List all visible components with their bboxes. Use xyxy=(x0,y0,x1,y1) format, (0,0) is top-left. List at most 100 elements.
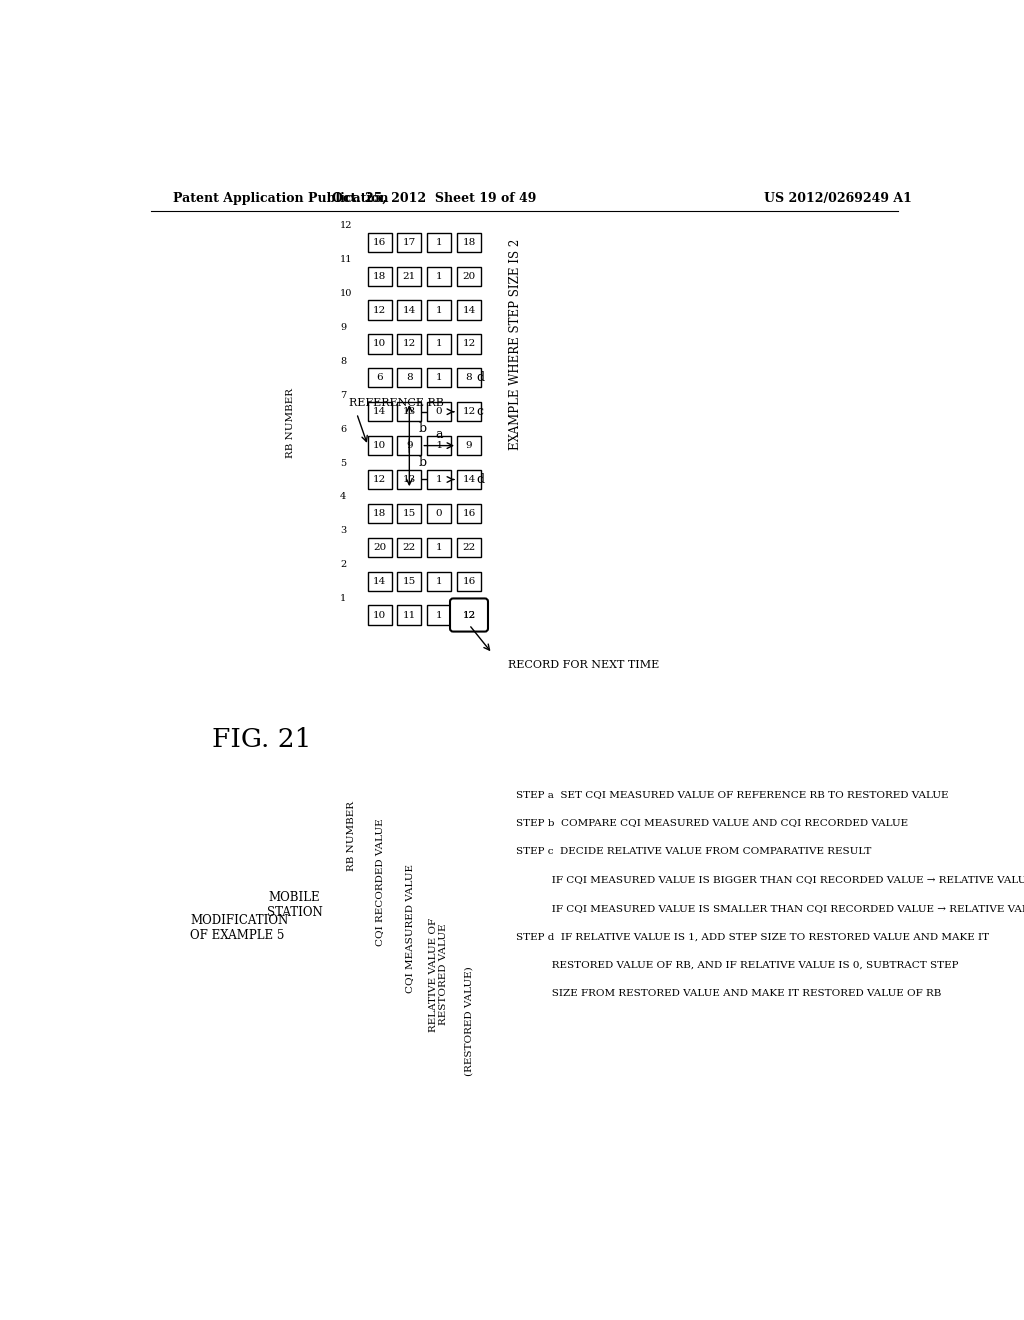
Bar xyxy=(397,504,421,523)
Text: 12: 12 xyxy=(463,339,475,348)
Text: 12: 12 xyxy=(463,408,475,416)
Bar xyxy=(368,436,392,455)
Text: 13: 13 xyxy=(402,408,416,416)
Text: 18: 18 xyxy=(374,272,386,281)
Bar xyxy=(427,606,451,624)
Bar xyxy=(427,334,451,354)
Text: SIZE FROM RESTORED VALUE AND MAKE IT RESTORED VALUE OF RB: SIZE FROM RESTORED VALUE AND MAKE IT RES… xyxy=(515,989,941,998)
Text: EXAMPLE WHERE STEP SIZE IS 2: EXAMPLE WHERE STEP SIZE IS 2 xyxy=(509,239,522,450)
Text: 20: 20 xyxy=(463,272,475,281)
Bar xyxy=(457,334,481,354)
Bar xyxy=(368,537,392,557)
Text: 1: 1 xyxy=(435,577,442,586)
Bar xyxy=(368,572,392,591)
Text: b: b xyxy=(419,455,427,469)
Bar xyxy=(427,436,451,455)
Text: STEP d  IF RELATIVE VALUE IS 1, ADD STEP SIZE TO RESTORED VALUE AND MAKE IT: STEP d IF RELATIVE VALUE IS 1, ADD STEP … xyxy=(515,932,988,941)
Text: 12: 12 xyxy=(402,339,416,348)
Bar xyxy=(368,232,392,252)
Text: 16: 16 xyxy=(463,577,475,586)
Bar xyxy=(457,301,481,319)
Text: 4: 4 xyxy=(340,492,346,502)
Text: 16: 16 xyxy=(463,510,475,517)
Text: -1: -1 xyxy=(434,441,443,450)
Text: 6: 6 xyxy=(377,374,383,383)
Bar xyxy=(457,504,481,523)
Text: 21: 21 xyxy=(402,272,416,281)
Text: STEP a  SET CQI MEASURED VALUE OF REFERENCE RB TO RESTORED VALUE: STEP a SET CQI MEASURED VALUE OF REFEREN… xyxy=(515,789,948,799)
Text: 10: 10 xyxy=(374,441,386,450)
Text: 1: 1 xyxy=(340,594,346,603)
Bar xyxy=(397,537,421,557)
Text: RECORD FOR NEXT TIME: RECORD FOR NEXT TIME xyxy=(508,660,659,671)
Text: Oct. 25, 2012  Sheet 19 of 49: Oct. 25, 2012 Sheet 19 of 49 xyxy=(332,191,537,205)
Text: 12: 12 xyxy=(463,611,475,619)
Bar xyxy=(368,606,392,624)
Bar xyxy=(397,606,421,624)
Bar xyxy=(397,470,421,490)
Text: RESTORED VALUE OF RB, AND IF RELATIVE VALUE IS 0, SUBTRACT STEP: RESTORED VALUE OF RB, AND IF RELATIVE VA… xyxy=(515,961,958,970)
Text: 10: 10 xyxy=(374,339,386,348)
Bar xyxy=(427,403,451,421)
Text: IF CQI MEASURED VALUE IS BIGGER THAN CQI RECORDED VALUE → RELATIVE VALUE 1: IF CQI MEASURED VALUE IS BIGGER THAN CQI… xyxy=(515,875,1024,884)
Text: 18: 18 xyxy=(463,238,475,247)
Text: 1: 1 xyxy=(435,306,442,314)
Text: 9: 9 xyxy=(340,323,346,333)
Bar xyxy=(368,470,392,490)
Text: 18: 18 xyxy=(374,510,386,517)
Bar xyxy=(427,267,451,286)
Text: 0: 0 xyxy=(435,408,442,416)
Text: 12: 12 xyxy=(340,222,352,231)
Bar xyxy=(397,232,421,252)
Text: d: d xyxy=(477,473,485,486)
Text: 17: 17 xyxy=(402,238,416,247)
Text: a: a xyxy=(435,428,443,441)
Bar xyxy=(427,537,451,557)
Text: b: b xyxy=(419,422,427,436)
Text: 0: 0 xyxy=(435,510,442,517)
Text: STEP b  COMPARE CQI MEASURED VALUE AND CQI RECORDED VALUE: STEP b COMPARE CQI MEASURED VALUE AND CQ… xyxy=(515,818,907,828)
Bar xyxy=(457,403,481,421)
Text: 11: 11 xyxy=(340,255,352,264)
FancyBboxPatch shape xyxy=(450,598,488,631)
Text: 12: 12 xyxy=(463,611,475,619)
Bar xyxy=(427,470,451,490)
Text: 1: 1 xyxy=(435,238,442,247)
Text: 9: 9 xyxy=(406,441,413,450)
Bar xyxy=(457,606,481,624)
Text: 22: 22 xyxy=(402,543,416,552)
Text: RELATIVE VALUE OF
RESTORED VALUE: RELATIVE VALUE OF RESTORED VALUE xyxy=(429,917,449,1032)
Bar xyxy=(457,368,481,388)
Bar xyxy=(427,504,451,523)
Text: 13: 13 xyxy=(402,475,416,484)
Text: 8: 8 xyxy=(406,374,413,383)
Bar xyxy=(397,436,421,455)
Bar xyxy=(457,267,481,286)
Bar xyxy=(368,368,392,388)
Bar xyxy=(397,301,421,319)
Bar xyxy=(397,267,421,286)
Bar xyxy=(368,334,392,354)
Text: 14: 14 xyxy=(402,306,416,314)
Bar xyxy=(368,267,392,286)
Text: FIG. 21: FIG. 21 xyxy=(212,727,311,752)
Text: 22: 22 xyxy=(463,543,475,552)
Text: 1: 1 xyxy=(435,272,442,281)
Bar xyxy=(368,504,392,523)
Text: 11: 11 xyxy=(402,611,416,619)
Text: CQI RECORDED VALUE: CQI RECORDED VALUE xyxy=(376,818,384,946)
Text: c: c xyxy=(477,405,483,418)
Bar xyxy=(427,572,451,591)
Text: 3: 3 xyxy=(340,527,346,536)
Bar xyxy=(397,334,421,354)
Bar xyxy=(457,232,481,252)
Text: 2: 2 xyxy=(340,560,346,569)
Text: 10: 10 xyxy=(374,611,386,619)
Bar xyxy=(427,301,451,319)
Text: 1: 1 xyxy=(435,339,442,348)
Bar xyxy=(397,572,421,591)
Text: US 2012/0269249 A1: US 2012/0269249 A1 xyxy=(764,191,911,205)
Text: MOBILE
STATION: MOBILE STATION xyxy=(266,891,323,919)
Text: Patent Application Publication: Patent Application Publication xyxy=(173,191,388,205)
Text: 8: 8 xyxy=(466,374,472,383)
